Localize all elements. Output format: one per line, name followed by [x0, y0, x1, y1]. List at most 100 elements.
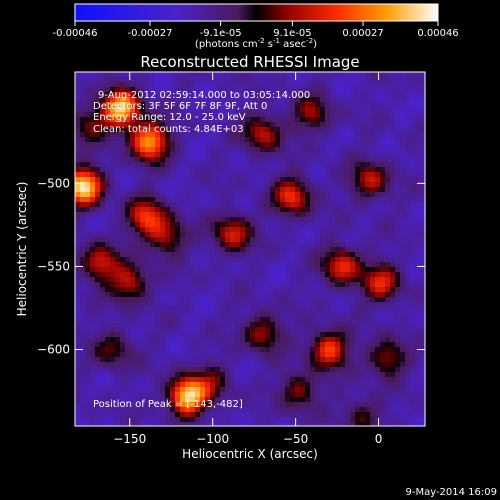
heatmap-cell [295, 187, 301, 193]
heatmap-cell [210, 187, 216, 193]
heatmap-cell [355, 162, 361, 168]
heatmap-cell [170, 297, 176, 303]
heatmap-cell [260, 97, 266, 103]
heatmap-cell [285, 107, 291, 113]
heatmap-cell [370, 242, 376, 248]
heatmap-cell [85, 117, 91, 123]
heatmap-cell [230, 412, 236, 418]
heatmap-cell [355, 302, 361, 308]
heatmap-cell [350, 352, 356, 358]
heatmap-cell [95, 417, 101, 423]
heatmap-cell [415, 377, 421, 383]
heatmap-cell [140, 352, 146, 358]
heatmap-cell [290, 217, 296, 223]
heatmap-cell [115, 292, 121, 298]
heatmap-cell [405, 82, 411, 88]
heatmap-cell [210, 182, 216, 188]
heatmap-cell [200, 267, 206, 273]
heatmap-cell [320, 307, 326, 313]
heatmap-cell [120, 212, 126, 218]
heatmap-cell [400, 72, 406, 78]
heatmap-cell [355, 317, 361, 323]
heatmap-cell [80, 232, 86, 238]
heatmap-cell [325, 107, 331, 113]
heatmap-cell [225, 367, 231, 373]
heatmap-cell [140, 367, 146, 373]
heatmap-cell [95, 332, 101, 338]
heatmap-cell [265, 327, 271, 333]
heatmap-cell [110, 377, 116, 383]
heatmap-cell [345, 362, 351, 368]
heatmap-cell [235, 147, 241, 153]
heatmap-cell [120, 422, 126, 426]
heatmap-cell [335, 197, 341, 203]
heatmap-cell [380, 117, 386, 123]
heatmap-cell [140, 112, 146, 118]
heatmap-cell [165, 392, 171, 398]
heatmap-cell [75, 122, 81, 128]
heatmap-cell [360, 122, 366, 128]
heatmap-cell [120, 342, 126, 348]
heatmap-cell [200, 192, 206, 198]
heatmap-cell [130, 417, 136, 423]
heatmap-cell [115, 72, 121, 78]
heatmap-cell [100, 382, 106, 388]
heatmap-cell [350, 232, 356, 238]
heatmap-cell [110, 277, 116, 283]
heatmap-cell [395, 352, 401, 358]
heatmap-cell [190, 362, 196, 368]
heatmap-cell [205, 282, 211, 288]
heatmap-cell [385, 302, 391, 308]
heatmap-cell [245, 157, 251, 163]
heatmap-cell [230, 262, 236, 268]
heatmap-cell [135, 407, 141, 413]
heatmap-cell [370, 142, 376, 148]
heatmap-cell [125, 197, 131, 203]
heatmap-cell [110, 297, 116, 303]
heatmap-cell [220, 352, 226, 358]
heatmap-cell [335, 252, 341, 258]
heatmap-cell [225, 407, 231, 413]
heatmap-cell [95, 157, 101, 163]
heatmap-cell [245, 402, 251, 408]
heatmap-cell [85, 172, 91, 178]
heatmap-cell [395, 402, 401, 408]
heatmap-cell [105, 367, 111, 373]
heatmap-cell [200, 87, 206, 93]
heatmap-cell [315, 372, 321, 378]
heatmap-cell [240, 202, 246, 208]
heatmap-cell [300, 137, 306, 143]
heatmap-cell [395, 97, 401, 103]
heatmap-cell [290, 417, 296, 423]
heatmap-cell [285, 217, 291, 223]
heatmap-cell [420, 412, 425, 418]
heatmap-cell [390, 407, 396, 413]
heatmap-cell [410, 242, 416, 248]
heatmap-cell [415, 237, 421, 243]
heatmap-cell [315, 272, 321, 278]
heatmap-cell [390, 317, 396, 323]
heatmap-cell [305, 217, 311, 223]
heatmap-cell [275, 147, 281, 153]
heatmap-cell [275, 232, 281, 238]
heatmap-cell [275, 282, 281, 288]
heatmap-cell [85, 282, 91, 288]
heatmap-cell [395, 227, 401, 233]
heatmap-cell [315, 402, 321, 408]
heatmap-cell [320, 152, 326, 158]
heatmap-cell [120, 257, 126, 263]
heatmap-cell [250, 107, 256, 113]
heatmap-cell [125, 337, 131, 343]
heatmap-cell [190, 92, 196, 98]
heatmap-cell [330, 77, 336, 83]
heatmap-cell [420, 152, 425, 158]
heatmap-cell [295, 82, 301, 88]
heatmap-cell [115, 192, 121, 198]
heatmap-cell [395, 307, 401, 313]
heatmap-cell [350, 337, 356, 343]
heatmap-cell [310, 162, 316, 168]
heatmap-cell [95, 337, 101, 343]
heatmap-cell [205, 382, 211, 388]
heatmap-cell [230, 372, 236, 378]
heatmap-cell [340, 362, 346, 368]
